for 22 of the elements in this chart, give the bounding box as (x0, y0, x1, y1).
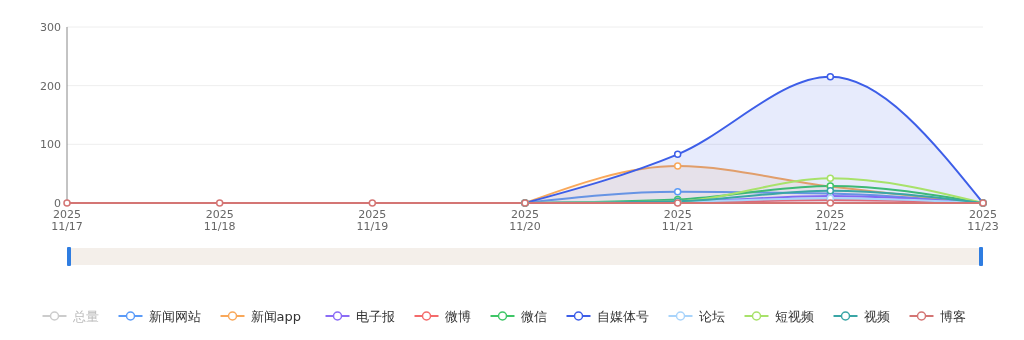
y-tick-label: 0 (54, 197, 61, 210)
y-tick-label: 200 (40, 79, 61, 93)
x-tick-label: 2025 11/21 (661, 208, 694, 233)
x-tick-label: 2025 11/18 (203, 208, 236, 233)
x-tick-label: 2025 11/22 (814, 208, 847, 233)
legend-label: 短视频 (774, 308, 814, 324)
legend-label: 论坛 (698, 308, 725, 324)
legend-label: 电子报 (355, 308, 395, 324)
legend-label: 自媒体号 (596, 308, 649, 324)
legend-label: 总量 (71, 308, 99, 324)
x-tick-label: 2025 11/20 (509, 208, 541, 233)
legend-label: 新闻网站 (148, 308, 201, 324)
legend-label: 微信 (520, 308, 547, 324)
x-tick-label: 2025 11/19 (356, 208, 389, 233)
y-tick-label: 100 (40, 138, 61, 152)
x-tick-label: 2025 11/23 (967, 208, 999, 233)
legend-label: 微博 (444, 308, 471, 324)
legend-label: 新闻app (250, 308, 301, 324)
y-tick-label: 300 (40, 21, 61, 34)
legend-label: 博客 (939, 308, 966, 324)
legend-label: 视频 (863, 308, 890, 324)
x-tick-label: 2025 11/17 (51, 208, 83, 233)
